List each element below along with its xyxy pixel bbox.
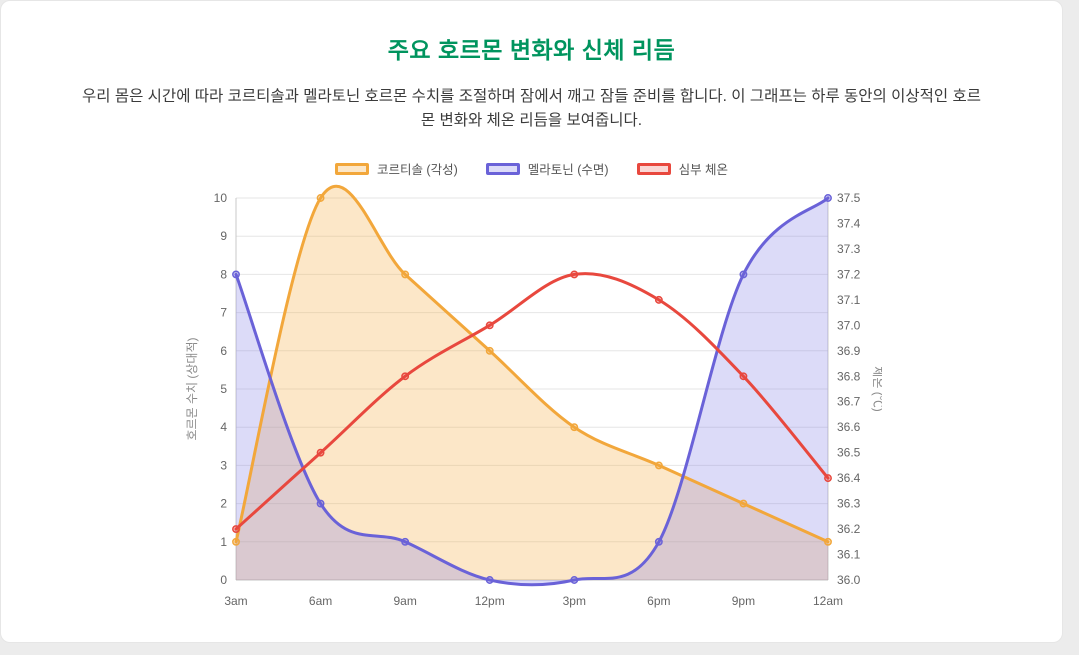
svg-text:36.7: 36.7 (837, 395, 861, 409)
svg-text:36.3: 36.3 (837, 497, 861, 511)
legend-label: 멜라토닌 (수면) (527, 163, 609, 178)
svg-text:37.2: 37.2 (837, 267, 861, 281)
svg-text:5: 5 (220, 382, 227, 396)
svg-text:0: 0 (220, 573, 227, 587)
svg-text:1: 1 (220, 535, 227, 549)
svg-text:9am: 9am (393, 594, 416, 608)
legend-item-1[interactable]: 멜라토닌 (수면) (485, 159, 609, 178)
svg-text:36.0: 36.0 (837, 573, 861, 587)
legend-swatch (485, 162, 520, 175)
svg-text:체온 (℃): 체온 (℃) (871, 366, 882, 411)
svg-text:6am: 6am (308, 594, 331, 608)
chart-canvas: 0 1 2 3 4 5 6 7 8 9 10 36.0 36.1 36.2 36.3 36.4 36.5 36.6… (185, 185, 885, 608)
legend-label: 심부 체온 (678, 163, 729, 178)
svg-text:12pm: 12pm (474, 594, 504, 608)
legend-item-2[interactable]: 심부 체온 (636, 159, 729, 178)
svg-text:37.3: 37.3 (837, 242, 861, 256)
legend-swatch (636, 162, 671, 175)
svg-text:3am: 3am (224, 594, 247, 608)
chart: 코르티솔 (각성) 멜라토닌 (수면) 심부 체온 0 1 2 3 4 5 6 7 8 9 10 36.0… (182, 159, 885, 621)
svg-text:9pm: 9pm (731, 594, 754, 608)
chart-legend: 코르티솔 (각성) 멜라토닌 (수면) 심부 체온 (182, 159, 882, 178)
page-title: 주요 호르몬 변화와 신체 리듬 (387, 37, 676, 63)
svg-text:10: 10 (213, 191, 227, 205)
svg-text:12am: 12am (812, 594, 842, 608)
svg-text:9: 9 (220, 229, 227, 243)
svg-text:4: 4 (220, 420, 227, 434)
svg-text:8: 8 (220, 267, 227, 281)
svg-text:3: 3 (220, 458, 227, 472)
svg-text:호르몬 수치 (상대적): 호르몬 수치 (상대적) (185, 338, 199, 441)
svg-text:6pm: 6pm (647, 594, 670, 608)
legend-label: 코르티솔 (각성) (376, 163, 458, 178)
svg-text:37.1: 37.1 (837, 293, 861, 307)
svg-text:2: 2 (220, 497, 227, 511)
svg-text:36.6: 36.6 (837, 420, 861, 434)
svg-text:36.9: 36.9 (837, 344, 861, 358)
legend-item-0[interactable]: 코르티솔 (각성) (334, 159, 458, 178)
svg-text:37.0: 37.0 (837, 318, 861, 332)
svg-text:36.2: 36.2 (837, 522, 861, 536)
legend-swatch (334, 162, 369, 175)
svg-text:36.4: 36.4 (837, 471, 861, 485)
svg-text:36.5: 36.5 (837, 446, 861, 460)
svg-text:6: 6 (220, 344, 227, 358)
page-description: 우리 몸은 시간에 따라 코르티솔과 멜라토닌 호르몬 수치를 조절하며 잠에서… (82, 88, 981, 130)
svg-text:7: 7 (220, 306, 227, 320)
chart-card: 주요 호르몬 변화와 신체 리듬 우리 몸은 시간에 따라 코르티솔과 멜라토닌… (0, 0, 1063, 643)
svg-text:3pm: 3pm (562, 594, 585, 608)
svg-text:36.1: 36.1 (837, 548, 861, 562)
svg-text:36.8: 36.8 (837, 369, 861, 383)
svg-text:37.5: 37.5 (837, 191, 861, 205)
svg-text:37.4: 37.4 (837, 216, 861, 230)
